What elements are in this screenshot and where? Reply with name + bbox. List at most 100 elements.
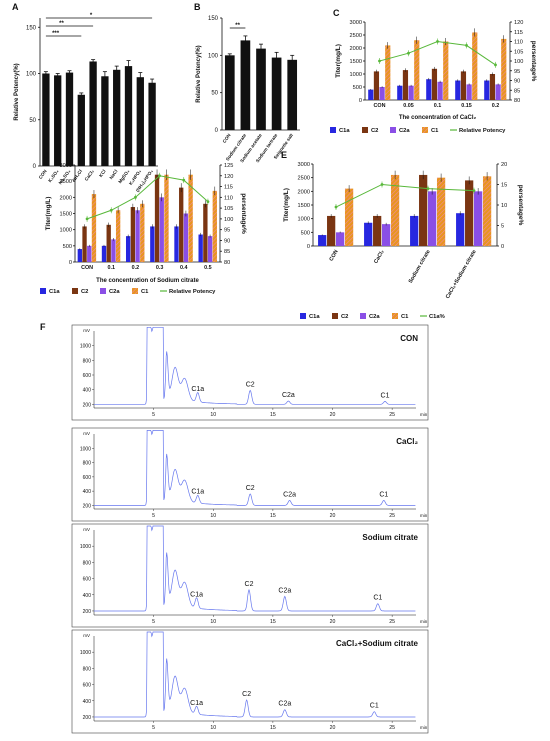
panel-label-c: C bbox=[333, 8, 340, 18]
a-significance-mark: *** bbox=[52, 31, 60, 37]
f-peak-label: C1a bbox=[191, 386, 204, 393]
e-y2tick-label: 0 bbox=[501, 244, 504, 250]
c-y2label: persentage% bbox=[530, 41, 537, 82]
a-bar bbox=[77, 94, 85, 166]
d-y2tick-label: 95 bbox=[224, 228, 230, 234]
c-legend-label: C1 bbox=[431, 128, 439, 134]
c-bar-c2 bbox=[402, 70, 409, 100]
e-bar-c1 bbox=[390, 174, 400, 246]
f-trace-title: CaCl₂+Sodium citrate bbox=[336, 639, 419, 648]
d-ytick-label: 500 bbox=[63, 244, 72, 250]
c-bar-c1 bbox=[443, 41, 449, 100]
f-xtick-label: 15 bbox=[270, 725, 276, 731]
e-bar-c2 bbox=[419, 174, 428, 246]
d-bar-c1 bbox=[212, 190, 217, 262]
d-ytick-label: 2000 bbox=[60, 195, 72, 201]
d-category-label: CON bbox=[81, 265, 93, 271]
d-xlabel: The concentration of Sodium citrate bbox=[96, 278, 199, 284]
d-bar-c2a bbox=[159, 197, 164, 262]
d-y2tick-label: 100 bbox=[224, 217, 233, 223]
a-ytick-label: 0 bbox=[33, 164, 37, 170]
d-bar-c2 bbox=[203, 203, 208, 262]
d-bar-c1a bbox=[150, 226, 155, 262]
b-ylabel: Relative Potency(%) bbox=[196, 45, 202, 102]
c-bar-c2 bbox=[460, 71, 467, 100]
d-ytick-label: 2500 bbox=[60, 179, 72, 185]
e-ytick-label: 2500 bbox=[298, 176, 310, 182]
a-category-label: CaCl₂ bbox=[84, 169, 95, 182]
b-significance-mark: ** bbox=[235, 23, 240, 29]
b-ytick-label: 50 bbox=[211, 91, 218, 97]
f-peak-label: C1 bbox=[373, 595, 382, 602]
f-ytick-label: 400 bbox=[83, 388, 92, 394]
f-panel-frame bbox=[71, 629, 429, 734]
d-y2tick-label: 115 bbox=[224, 185, 233, 191]
f-ytick-label: 400 bbox=[83, 489, 92, 495]
d-ytick-label: 1500 bbox=[60, 212, 72, 218]
f-panel-frame bbox=[71, 427, 429, 522]
f-unit-y: mV bbox=[83, 633, 90, 638]
c-bar-c2 bbox=[489, 74, 496, 100]
d-bar-c1 bbox=[164, 174, 169, 262]
c-y2tick-label: 100 bbox=[514, 59, 523, 65]
e-bar-c2 bbox=[327, 215, 336, 246]
f-ytick-label: 600 bbox=[83, 475, 92, 481]
e-bar-c2a bbox=[336, 232, 345, 246]
d-bar-c1 bbox=[91, 194, 97, 262]
f-trace-title: Sodium citrate bbox=[362, 533, 418, 542]
d-legend-swatch bbox=[132, 288, 138, 294]
a-bar bbox=[113, 69, 121, 166]
f-ytick-label: 400 bbox=[83, 593, 92, 599]
f-ytick-label: 1000 bbox=[80, 544, 91, 550]
f-xtick-label: 15 bbox=[270, 412, 276, 418]
d-y2tick-label: 125 bbox=[224, 163, 233, 169]
e-ytick-label: 3000 bbox=[298, 162, 310, 168]
f-xtick-label: 15 bbox=[270, 513, 276, 519]
f-panel-frame bbox=[71, 523, 429, 628]
c-ytick-label: 0 bbox=[359, 98, 362, 104]
f-xtick-label: 20 bbox=[330, 725, 336, 731]
b-bar bbox=[256, 48, 266, 130]
e-y2label: persentage% bbox=[517, 185, 524, 226]
a-bar bbox=[148, 82, 156, 166]
f-ytick-label: 600 bbox=[83, 577, 92, 583]
f-unit-x: min bbox=[420, 412, 428, 417]
a-bar bbox=[101, 76, 109, 166]
d-ytick-label: 0 bbox=[69, 260, 72, 266]
a-bar bbox=[42, 73, 50, 166]
b-bar bbox=[271, 57, 282, 130]
d-legend-label: C1 bbox=[141, 289, 149, 295]
e-legend-swatch bbox=[360, 313, 366, 319]
a-ytick-label: 150 bbox=[26, 25, 37, 31]
c-ytick-label: 3000 bbox=[350, 20, 362, 26]
f-peak-label: C2a bbox=[283, 491, 296, 498]
a-category-label: NH₄Cl bbox=[71, 169, 83, 183]
c-bar-c1a bbox=[426, 79, 432, 100]
f-xtick-label: 5 bbox=[152, 412, 155, 418]
e-bar-c1a bbox=[318, 235, 327, 246]
f-trace-title: CON bbox=[400, 334, 418, 343]
f-ytick-label: 800 bbox=[83, 666, 92, 672]
b-ytick-label: 150 bbox=[208, 16, 219, 22]
e-bar-c1 bbox=[436, 177, 446, 246]
f-trace-title: CaCl₂ bbox=[396, 437, 418, 446]
f-chromatogram-trace bbox=[94, 631, 416, 718]
panel-label-e: E bbox=[281, 150, 287, 160]
e-category-label: CaCl₂+Sodium citrate bbox=[445, 249, 478, 300]
c-bar-c1a bbox=[368, 89, 374, 100]
d-bar-c2 bbox=[130, 207, 136, 262]
a-bar bbox=[89, 61, 97, 166]
e-ytick-label: 1500 bbox=[298, 203, 310, 209]
f-ytick-label: 200 bbox=[83, 609, 92, 615]
c-category-label: CON bbox=[374, 103, 386, 109]
e-line-series bbox=[335, 183, 475, 208]
d-category-label: 0.4 bbox=[180, 265, 188, 271]
d-bar-c1a bbox=[101, 245, 107, 262]
e-ytick-label: 0 bbox=[307, 244, 310, 250]
c-legend-swatch bbox=[390, 127, 396, 133]
b-bar bbox=[240, 40, 251, 130]
e-legend-label: C1a bbox=[309, 314, 320, 320]
f-xtick-label: 25 bbox=[389, 513, 395, 519]
a-category-label: KCl bbox=[98, 169, 107, 178]
c-y2tick-label: 95 bbox=[514, 69, 520, 75]
